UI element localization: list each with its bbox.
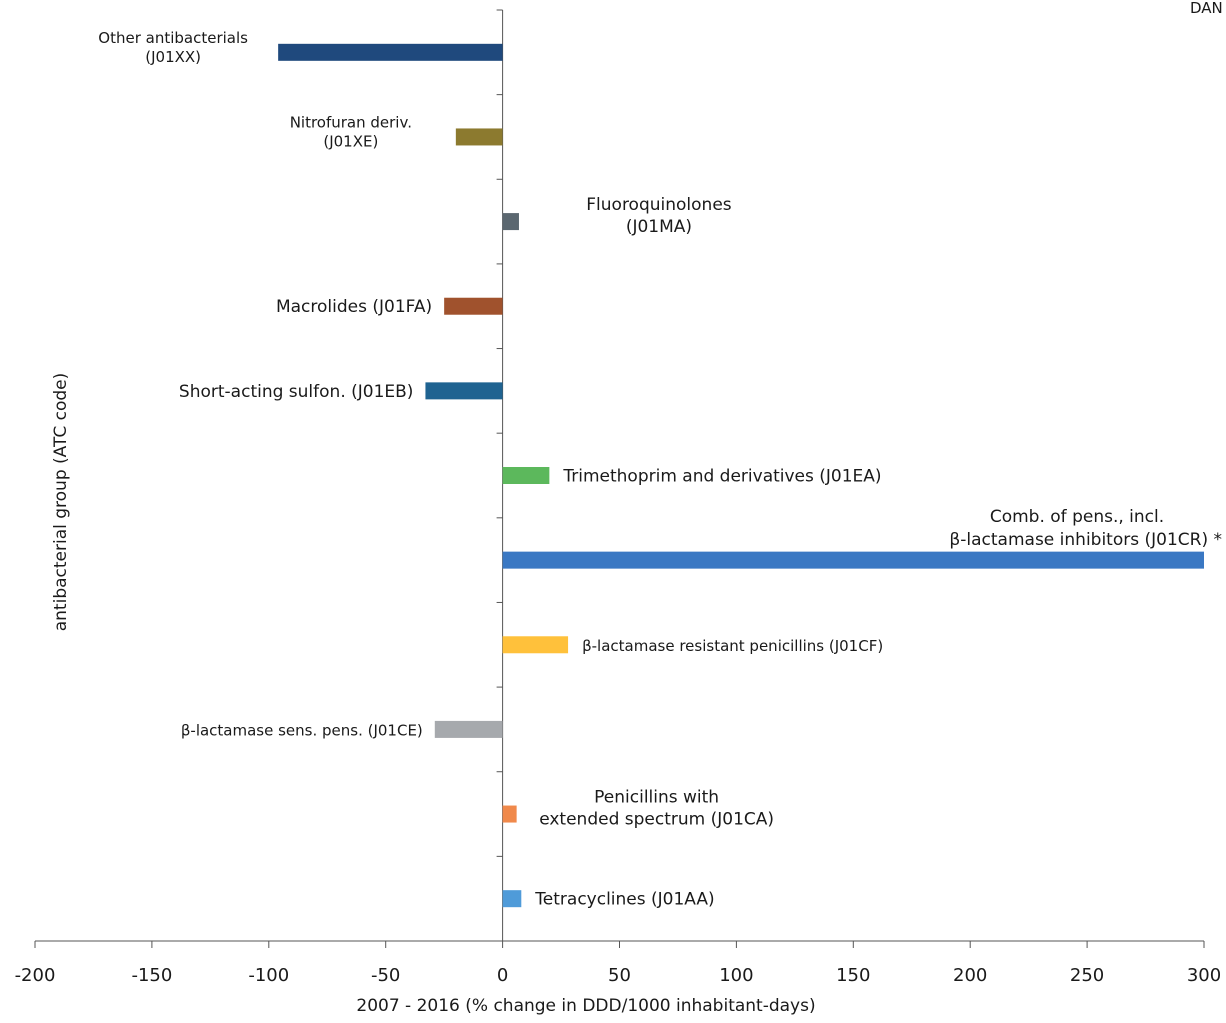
category-label: extended spectrum (J01CA) bbox=[539, 810, 774, 830]
category-label: Macrolides (J01FA) bbox=[276, 297, 432, 317]
y-axis-title: antibacterial group (ATC code) bbox=[51, 373, 71, 632]
category-label: Comb. of pens., incl. bbox=[990, 507, 1164, 527]
bar bbox=[278, 44, 502, 61]
bar bbox=[503, 890, 522, 907]
x-tick-label: 150 bbox=[836, 965, 870, 986]
bar bbox=[425, 382, 502, 399]
label-layer: Other antibacterials(J01XX) Nitrofuran de… bbox=[98, 29, 1222, 910]
x-tick-label: 200 bbox=[953, 965, 987, 986]
x-axis-title: 2007 - 2016 (% change in DDD/1000 inhabi… bbox=[356, 996, 815, 1016]
bar bbox=[503, 467, 550, 484]
category-label: Tetracyclines (J01AA) bbox=[534, 890, 714, 910]
bar bbox=[503, 552, 1204, 569]
category-label: β-lactamase inhibitors (J01CR) * bbox=[949, 530, 1222, 550]
category-label: Other antibacterials bbox=[98, 29, 248, 47]
bar bbox=[444, 298, 502, 315]
bar bbox=[503, 806, 517, 823]
x-tick-label: -50 bbox=[371, 965, 400, 986]
x-tick-label: 100 bbox=[719, 965, 753, 986]
category-label: (J01XE) bbox=[323, 133, 378, 151]
bar bbox=[503, 213, 519, 230]
x-tick-label: 0 bbox=[497, 965, 508, 986]
bar bbox=[503, 636, 568, 653]
category-label: Nitrofuran deriv. bbox=[290, 114, 412, 132]
category-label: β-lactamase resistant penicillins (J01CF… bbox=[582, 637, 883, 655]
x-tick-label: -150 bbox=[131, 965, 172, 986]
corner-label: DAN bbox=[1190, 0, 1223, 17]
category-label: β-lactamase sens. pens. (J01CE) bbox=[181, 721, 423, 739]
category-label: (J01XX) bbox=[145, 48, 201, 66]
x-tick-label: -200 bbox=[15, 965, 56, 986]
bar bbox=[456, 128, 503, 145]
category-label: Penicillins with bbox=[594, 788, 719, 808]
x-tick-label: 50 bbox=[608, 965, 631, 986]
category-label: Fluoroquinolones bbox=[586, 195, 732, 215]
category-label: (J01MA) bbox=[626, 217, 692, 237]
x-tick-label: 300 bbox=[1187, 965, 1221, 986]
category-label: Trimethoprim and derivatives (J01EA) bbox=[562, 467, 881, 487]
bar bbox=[435, 721, 503, 738]
axis-layer: -200 -150 -100 -50 0 50 100 150 200 250 300 bbox=[15, 10, 1222, 986]
category-label: Short-acting sulfon. (J01EB) bbox=[179, 382, 414, 402]
x-tick-label: 250 bbox=[1070, 965, 1104, 986]
x-tick-label: -100 bbox=[248, 965, 289, 986]
